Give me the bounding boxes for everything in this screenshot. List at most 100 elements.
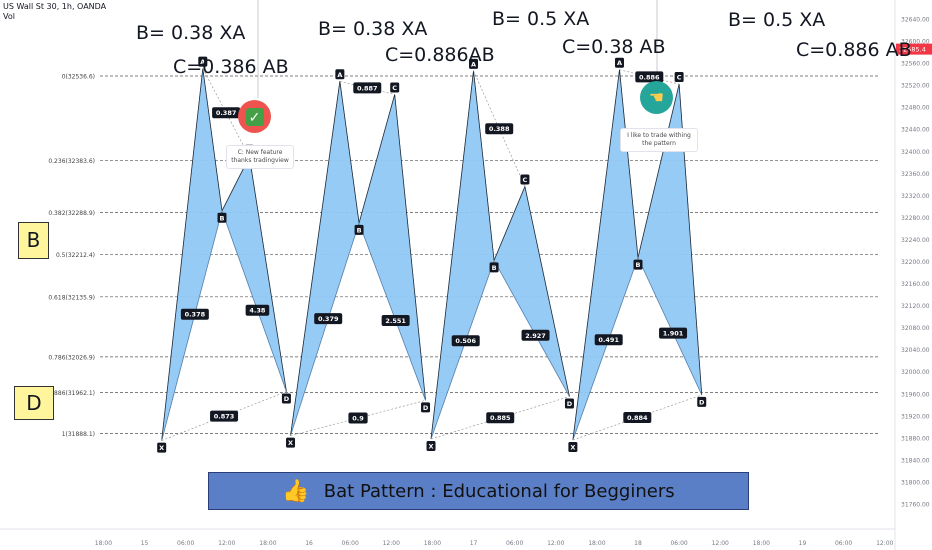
pattern-4-bd-ratio-bg (659, 327, 688, 339)
pattern-2-xb-ratio-bg (314, 313, 343, 325)
fib-level-label: 0.382(32288.9) (48, 210, 95, 217)
note-3-b-ratio: B= 0.5 XA (492, 8, 590, 30)
pattern-2-ac-ratio: 0.887 (357, 84, 378, 92)
pattern-1-point-a-marker (198, 56, 208, 67)
time-tick-label: 17 (470, 540, 478, 547)
pattern-2-ac-ratio-bg (353, 82, 382, 94)
title-banner: 👍 Bat Pattern : Educational for Begginer… (208, 472, 749, 510)
pattern-4-point-b-marker (633, 259, 643, 270)
price-tick-label: 32160.00 (901, 281, 930, 288)
pattern-3-ac-ratio: 0.388 (489, 125, 510, 133)
pattern-2-ratio-line (290, 222, 360, 436)
pattern-4-point-a-label: A (617, 59, 622, 67)
pattern-2-leg (358, 94, 396, 224)
price-tick-label: 32320.00 (901, 193, 930, 200)
price-tick-label: 31920.00 (901, 413, 930, 420)
pattern-2-leg (290, 81, 341, 436)
pattern-4-point-x-label: X (570, 444, 575, 452)
symbol-title: US Wall St 30, 1h, OANDA (3, 2, 107, 11)
pattern-4-xb-ratio: 0.491 (598, 336, 619, 344)
price-tick-label: 31960.00 (901, 391, 930, 398)
price-tick-label: 32480.00 (901, 105, 930, 112)
time-tick-label: 06:00 (835, 540, 852, 547)
pattern-3-xb-ratio: 0.506 (455, 337, 476, 345)
pattern-1-bd-ratio-bg (245, 304, 270, 316)
check-badge-icon[interactable]: ✓ (238, 100, 271, 133)
pattern-1-point-b-label: B (220, 214, 225, 222)
pattern-2-point-x-marker (286, 437, 296, 448)
current-price-tag (896, 43, 932, 55)
price-tick-label: 32440.00 (901, 127, 930, 134)
callout-new-feature-line1: C: New feature (237, 149, 283, 156)
pattern-4-point-x-marker (568, 442, 578, 453)
pattern-2-leg (339, 81, 360, 223)
note-4-c-ratio: C=0.886 AB (796, 39, 912, 61)
pattern-3-bd-ratio: 2.927 (525, 332, 546, 340)
pattern-1-leg (161, 68, 204, 441)
pattern-3-xb-ratio-bg (451, 335, 480, 347)
pattern-1-leg (202, 68, 223, 211)
pointing-hand-badge-icon[interactable]: ☚ (640, 81, 673, 114)
fib-level-label: 0.5(32212.4) (56, 252, 95, 259)
pattern-1-xb-ratio: 0.378 (185, 311, 206, 319)
pattern-3-xd-ratio-bg (486, 412, 515, 424)
pattern-3-leg (430, 70, 474, 439)
pattern-3-ac-ratio-bg (485, 123, 514, 135)
pattern-3-point-x-label: X (429, 442, 434, 450)
time-tick-label: 16 (305, 540, 313, 547)
pattern-3-leg (473, 70, 495, 261)
pattern-2-point-d-label: D (423, 404, 429, 412)
time-tick-label: 18:00 (588, 540, 605, 547)
pattern-3-bd-ratio-bg (521, 329, 550, 341)
pattern-4-point-c-marker (674, 72, 684, 83)
fib-level-label: 0.618(32135.9) (48, 294, 95, 301)
price-tick-label: 32560.00 (901, 61, 930, 68)
pattern-1-point-x-marker (157, 442, 167, 453)
pattern-3-leg (493, 186, 526, 261)
fib-level-label: 0.886(31962.1) (48, 390, 95, 397)
pattern-4-point-a-marker (614, 57, 624, 68)
pattern-2-bd-ratio-bg (381, 315, 410, 327)
callout-new-feature: C: New feature thanks tradingview (226, 145, 294, 169)
pattern-4-point-d-label: D (699, 398, 705, 406)
price-tick-label: 31880.00 (901, 435, 930, 442)
pattern-4-xd-ratio-bg (623, 411, 652, 423)
time-tick-label: 06:00 (506, 540, 523, 547)
pattern-1-xb-ratio-bg (180, 308, 209, 320)
pattern-3-ratio-line (430, 260, 495, 440)
pattern-3-point-b-marker (489, 262, 499, 273)
pattern-4-leg (572, 69, 620, 441)
pattern-2-point-b-label: B (357, 226, 362, 234)
banner-text: Bat Pattern : Educational for Begginers (323, 480, 675, 502)
price-tick-label: 32400.00 (901, 149, 930, 156)
time-tick-label: 06:00 (177, 540, 194, 547)
price-tick-label: 32360.00 (901, 171, 930, 178)
check-icon: ✓ (245, 107, 264, 126)
pattern-1-point-d-marker (281, 393, 291, 404)
price-tick-label: 32280.00 (901, 215, 930, 222)
pattern-1-point-a-label: A (200, 58, 205, 66)
fib-level-label: 0.786(32026.9) (48, 354, 95, 361)
pattern-2-ratio-line (358, 222, 426, 401)
fib-level-label: 1(31888.1) (62, 431, 95, 438)
pattern-4-point-c-label: C (677, 74, 682, 82)
price-tick-label: 31840.00 (901, 457, 930, 464)
volume-label: Vol (3, 12, 15, 21)
price-tick-label: 32080.00 (901, 325, 930, 332)
pattern-4-bd-ratio: 1.901 (663, 330, 684, 338)
chart-header: US Wall St 30, 1h, OANDA Vol (3, 2, 106, 22)
time-tick-label: 12:00 (876, 540, 893, 547)
pattern-2-xd-ratio: 0.9 (352, 415, 364, 423)
time-tick-label: 18:00 (95, 540, 112, 547)
pattern-3-point-b-label: B (492, 264, 497, 272)
time-tick-label: 18:00 (424, 540, 441, 547)
pattern-4-xb-ratio-bg (594, 334, 623, 346)
pattern-3-point-x-marker (426, 440, 436, 451)
time-tick-label: 12:00 (218, 540, 235, 547)
fib-level-label: 0(32536.6) (62, 74, 95, 81)
thumbs-up-icon: 👍 (282, 478, 310, 504)
pattern-4-leg (637, 83, 680, 258)
time-tick-label: 12:00 (712, 540, 729, 547)
pattern-1-ratio-line (161, 210, 223, 441)
